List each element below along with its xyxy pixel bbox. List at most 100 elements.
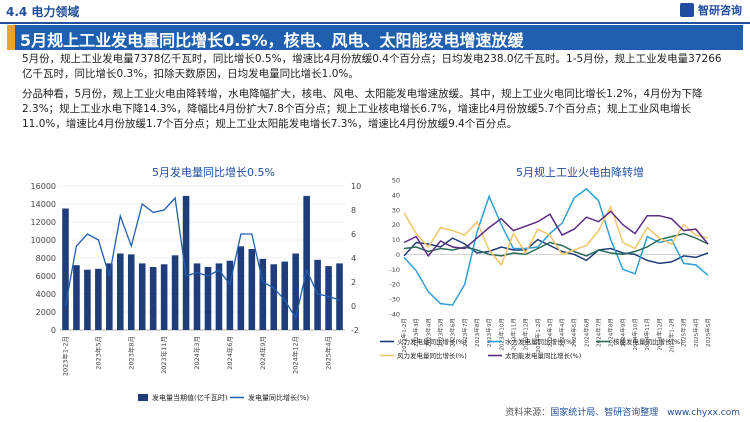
chart1-y-right-tick: 0 [351,302,356,311]
brand: 智研咨询 [680,2,742,18]
chart1-title: 5月发电量同比增长0.5% [152,166,275,179]
chart2-x-tick: 2024年1-2月 [534,318,542,353]
chart1-y-right-tick: 8 [351,206,356,215]
source-url[interactable]: www.chyxx.com [667,408,740,418]
chart2-x-tick: 2023年10月 [497,318,505,351]
chart2-x-tick: 2023年1-2月 [400,318,408,353]
chart2-y-tick: 50 [392,178,400,185]
chart1-bar [237,246,245,330]
chart1-y-left-tick: 2000 [36,308,56,317]
chart2-y-tick: -30 [389,296,400,304]
chart2-x-tick: 2023年6月 [449,318,457,347]
section-label: 4.4 电力领域 [6,5,80,19]
chart1-bar [106,263,113,330]
chart2-x-tick: 2024年3月 [546,318,554,347]
chart1-y-right-tick: -2 [351,326,359,335]
chart1-x-tick: 2023年5月 [93,336,102,370]
chart1-x-tick: 2024年3月 [192,336,201,370]
chart2-x-tick: 2024年7月 [595,318,603,347]
chart2-x-tick: 2024年5月 [570,318,578,347]
chart2-y-tick: 10 [392,236,400,244]
paragraph-detail: 分品种看，5月份，规上工业火电由降转增，水电降幅扩大，核电、风电、太阳能发电增速… [22,88,703,130]
chart2-y-tick: 40 [392,191,400,199]
page-title: 5月规上工业发电量同比增长0.5%，核电、风电、太阳能发电增速放缓 [20,31,524,50]
chart1-y-left-tick: 14000 [31,200,56,209]
chart2-series-line [403,237,709,265]
chart2-x-tick: 2023年4月 [424,318,432,347]
chart1-bar [62,208,69,330]
chart2-y-tick: 0 [396,251,400,259]
chart1-y-right-tick: 4 [351,254,356,263]
chart1-y-right-tick: 10 [351,182,361,191]
chart1-bar [204,267,212,330]
chart2-x-tick: 2025年3月 [680,318,688,347]
chart2-x-tick: 2024年12月 [655,318,663,351]
chart2-x-tick: 2023年3月 [412,318,420,347]
chart1-y-right-tick: 2 [351,278,356,287]
chart1-bar [314,259,321,330]
chart1-bar [84,269,91,330]
source-text: 国家统计局、智研咨询整理 [550,408,659,418]
top-bar: 4.4 电力领域 智研咨询 [0,0,750,22]
chart1-bar [248,249,256,330]
chart2-x-tick: 2025年5月 [704,318,712,347]
chart1-bar [193,263,201,330]
chart2-series-line [403,187,709,306]
chart1-legend-line-label: 发电量同比增长(%) [248,393,309,402]
chart2-x-tick: 2025年4月 [692,318,700,347]
chart2-legend-label: 核能发电量同比增长(%) [613,337,683,346]
chart1-x-tick: 2025年4月 [324,336,333,370]
chart2-x-tick: 2023年11月 [509,318,517,351]
chart1-x-tick: 2024年6月 [225,336,234,370]
chart1-legend-bar-swatch [138,394,148,401]
chart2-x-tick: 2023年7月 [461,318,469,347]
chart2-legend-label: 火力发电量同比增长(%) [397,337,467,346]
source-label: 资料来源： [505,408,551,418]
chart1-bar [127,254,135,330]
chart2-legend-label: 风力发电量同比增长(%) [397,351,467,360]
chart2-y-tick: 30 [392,206,400,214]
chart1-y-left-tick: 16000 [31,182,56,191]
chart2-x-tick: 2023年5月 [436,318,444,347]
chart1-y-right-tick: 6 [351,230,356,239]
chart2-title: 5月规上工业火电由降转增 [516,166,644,179]
chart1-x-tick: 2023年1-2月 [60,336,69,376]
chart1-bar [171,255,179,330]
chart1-y-left-tick: 6000 [36,272,56,281]
chart2-x-tick: 2023年9月 [485,318,493,347]
chart1-bar [270,264,278,330]
chart2-y-tick: -20 [389,281,400,289]
chart2-y-tick: -40 [389,311,400,319]
top-divider [0,22,750,24]
chart1-bar [281,261,288,330]
chart1-x-tick: 2023年8月 [126,336,135,370]
chart1-growth-line [64,196,340,320]
chart1-x-tick: 2024年12月 [291,336,300,374]
chart2-legend-label: 太阳能发电量同比增长(%) [505,351,581,360]
paragraph-summary: 5月份，规上工业发电量7378亿千瓦时，同比增长0.5%，增速比4月份放缓0.4… [22,53,722,80]
chart2-x-tick: 2024年4月 [558,318,566,347]
chart2-series-line [403,204,709,267]
chart1-bar [160,264,168,330]
chart1-bar [117,253,124,330]
chart1-bar [215,263,223,330]
chart1-bar [336,263,343,330]
chart2-x-tick: 2024年9月 [619,318,627,347]
chart1-y-left-tick: 8000 [36,254,56,263]
chart1-bar [149,267,157,330]
chart1-bar [259,258,267,330]
chart1-bar [226,260,234,330]
chart1-legend-bar-label: 发电量当期值(亿千瓦时) [152,393,228,402]
chart2-svg: -40 -30 -20 -10 0 10 20 30 40 50 2023年1-2月 2023年3月 2… [380,178,712,360]
heading-accent [7,25,15,50]
chart2-series-line [403,210,709,258]
chart2-x-tick: 2024年10月 [631,318,639,351]
chart1-bar [292,253,299,330]
chart1-y-left-tick: 0 [51,326,56,335]
chart1-x-tick: 2024年9月 [258,336,267,370]
heading-bar [7,25,743,50]
chart2-legend-label: 水力发电量同比增长(%) [505,337,575,346]
chart1-svg: 0 2000 4000 6000 8000 10000 12000 14000 16000 -2 0… [31,182,362,402]
chart2-x-tick: 2025年1-2月 [668,318,676,353]
chart2-y-tick: -10 [389,266,400,274]
